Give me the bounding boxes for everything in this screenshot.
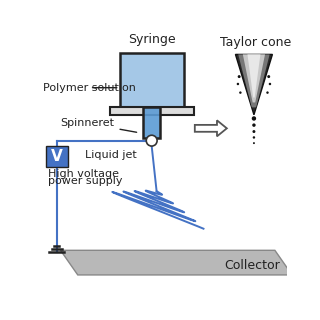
Circle shape — [252, 124, 256, 127]
Polygon shape — [143, 108, 160, 138]
Text: Syringe: Syringe — [128, 33, 175, 46]
Text: Collector: Collector — [224, 259, 280, 272]
Text: power supply: power supply — [48, 176, 123, 186]
FancyArrow shape — [195, 120, 227, 136]
Text: Polymer solution: Polymer solution — [43, 83, 136, 93]
Circle shape — [146, 135, 157, 146]
Polygon shape — [110, 108, 194, 115]
Circle shape — [252, 116, 256, 121]
Polygon shape — [247, 54, 260, 98]
Circle shape — [269, 83, 271, 85]
Circle shape — [253, 136, 255, 139]
Circle shape — [252, 130, 255, 133]
Polygon shape — [238, 54, 270, 108]
Text: Liquid jet: Liquid jet — [85, 150, 137, 160]
Circle shape — [267, 75, 270, 78]
Polygon shape — [120, 53, 184, 108]
Text: Taylor cone: Taylor cone — [220, 36, 291, 50]
Circle shape — [253, 142, 255, 144]
Text: High voltage: High voltage — [48, 169, 119, 179]
Text: V: V — [51, 148, 63, 164]
Polygon shape — [243, 54, 265, 102]
Text: Spinneret: Spinneret — [60, 118, 137, 132]
Circle shape — [237, 83, 239, 85]
Bar — [46, 146, 68, 166]
Circle shape — [238, 75, 241, 78]
Polygon shape — [60, 250, 292, 275]
Circle shape — [239, 92, 242, 94]
Circle shape — [266, 92, 269, 94]
Polygon shape — [236, 54, 272, 115]
